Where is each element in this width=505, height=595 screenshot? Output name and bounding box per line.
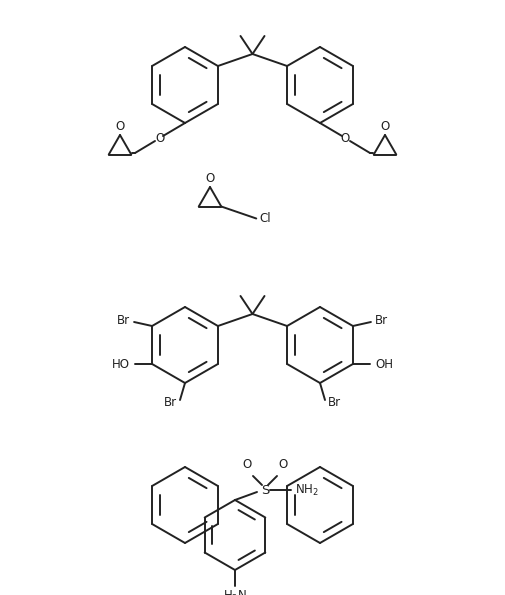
Text: O: O	[205, 172, 214, 185]
Text: O: O	[115, 120, 124, 133]
Text: Br: Br	[117, 315, 130, 327]
Text: O: O	[242, 458, 251, 471]
Text: H$_2$N: H$_2$N	[223, 589, 246, 595]
Text: S: S	[260, 484, 269, 496]
Text: OH: OH	[374, 358, 392, 371]
Text: O: O	[155, 131, 164, 145]
Text: O: O	[380, 120, 389, 133]
Text: NH$_2$: NH$_2$	[294, 483, 318, 497]
Text: O: O	[278, 458, 287, 471]
Text: HO: HO	[112, 358, 130, 371]
Text: Cl: Cl	[259, 212, 270, 225]
Text: O: O	[340, 131, 349, 145]
Text: Br: Br	[327, 396, 340, 409]
Text: Br: Br	[374, 315, 387, 327]
Text: Br: Br	[164, 396, 177, 409]
